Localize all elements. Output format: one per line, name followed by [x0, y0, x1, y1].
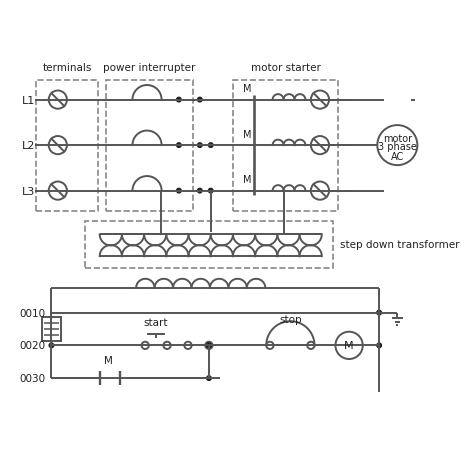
Text: M: M	[243, 129, 251, 139]
Circle shape	[177, 189, 181, 193]
Text: M: M	[344, 341, 354, 351]
Text: start: start	[144, 317, 168, 327]
Text: 3 phase: 3 phase	[378, 142, 417, 152]
Circle shape	[207, 376, 211, 381]
Circle shape	[207, 343, 211, 348]
Text: L1: L1	[21, 95, 35, 105]
Text: power interrupter: power interrupter	[103, 63, 195, 73]
Text: M: M	[104, 356, 113, 366]
Circle shape	[209, 144, 213, 148]
Text: AC: AC	[391, 152, 404, 162]
Circle shape	[49, 343, 54, 348]
Circle shape	[177, 98, 181, 103]
Text: terminals: terminals	[42, 63, 91, 73]
Text: L3: L3	[21, 186, 35, 196]
Circle shape	[207, 343, 211, 348]
Bar	[42, 317, 61, 341]
Circle shape	[198, 98, 202, 103]
Text: 0020: 0020	[19, 341, 46, 351]
Circle shape	[198, 144, 202, 148]
Text: 0010: 0010	[19, 308, 46, 318]
Circle shape	[209, 189, 213, 193]
Text: M: M	[243, 175, 251, 185]
Text: 0030: 0030	[19, 373, 46, 383]
Text: L2: L2	[21, 141, 35, 151]
Text: stop: stop	[279, 314, 301, 324]
Text: M: M	[243, 84, 251, 94]
Circle shape	[377, 343, 382, 348]
Text: motor starter: motor starter	[251, 63, 321, 73]
Circle shape	[198, 189, 202, 193]
Circle shape	[177, 144, 181, 148]
Text: step down transformer: step down transformer	[340, 240, 459, 250]
Text: motor: motor	[383, 134, 412, 144]
Circle shape	[377, 311, 382, 315]
